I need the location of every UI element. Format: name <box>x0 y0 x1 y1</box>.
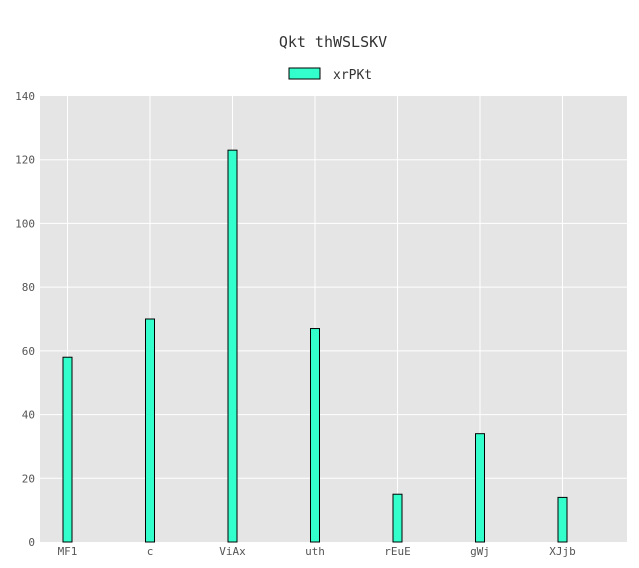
x-axis: MF1 c ViAx uth rEuE gWj XJjb <box>58 545 576 558</box>
bar-ViAx <box>227 149 238 543</box>
x-tick-label: uth <box>305 545 325 558</box>
bar-uth <box>310 328 320 543</box>
plot-area <box>40 96 627 542</box>
x-tick-label: MF1 <box>58 545 78 558</box>
bar-gWj <box>475 433 485 543</box>
bars <box>62 149 568 543</box>
bar-XJjb <box>557 496 568 543</box>
bar-rEuE <box>392 493 403 543</box>
gridlines <box>40 96 627 542</box>
y-tick-label: 120 <box>15 154 35 167</box>
y-tick-label: 0 <box>28 536 35 549</box>
y-tick-label: 80 <box>22 281 35 294</box>
y-tick-label: 100 <box>15 217 35 230</box>
x-tick-label: rEuE <box>384 545 411 558</box>
legend-label: xrPKt <box>333 68 372 83</box>
y-tick-label: 140 <box>15 90 35 103</box>
bar-MF1 <box>62 356 73 543</box>
x-tick-label: gWj <box>470 545 490 558</box>
x-tick-label: ViAx <box>219 545 246 558</box>
y-tick-label: 20 <box>22 472 35 485</box>
x-tick-label: c <box>147 545 154 558</box>
chart-title: Qkt thWSLSKV <box>279 33 387 51</box>
x-tick-label: XJjb <box>549 545 576 558</box>
legend-swatch <box>288 67 321 80</box>
y-axis: 0 20 40 60 80 100 120 140 <box>15 90 35 549</box>
y-tick-label: 40 <box>22 409 35 422</box>
y-tick-label: 60 <box>22 345 35 358</box>
bar-c <box>145 318 155 543</box>
legend: xrPKt <box>288 67 372 83</box>
